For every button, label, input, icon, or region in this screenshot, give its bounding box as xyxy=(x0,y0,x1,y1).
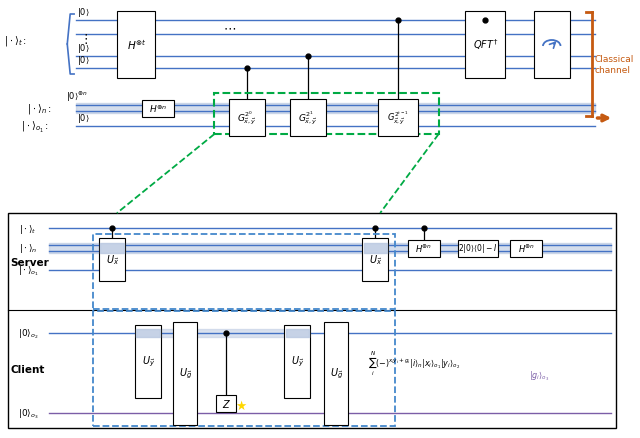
Text: $|\cdot\rangle_n$: $|\cdot\rangle_n$ xyxy=(19,242,38,255)
Text: $|\cdot\rangle_{o_1}$: $|\cdot\rangle_{o_1}$ xyxy=(17,264,39,277)
Text: Classical
channel: Classical channel xyxy=(595,55,634,74)
FancyBboxPatch shape xyxy=(534,11,570,78)
FancyBboxPatch shape xyxy=(228,99,265,136)
Text: $\sum_{i}^{N}(-)^{x_iy_i+g_i}|i\rangle_n|x_i\rangle_{o_1}|y_i\rangle_{o_2}$: $\sum_{i}^{N}(-)^{x_iy_i+g_i}|i\rangle_n… xyxy=(369,349,461,378)
FancyBboxPatch shape xyxy=(378,99,418,136)
Text: $|\cdot\rangle_n:$: $|\cdot\rangle_n:$ xyxy=(28,102,52,116)
Text: $|g_i\rangle_{o_3}$: $|g_i\rangle_{o_3}$ xyxy=(529,368,550,382)
Text: $H^{\otimes t}$: $H^{\otimes t}$ xyxy=(127,38,147,52)
Text: $Z$: $Z$ xyxy=(221,397,230,409)
FancyBboxPatch shape xyxy=(458,240,498,257)
Text: $G_{\vec{x},\vec{y}}^{2^1}$: $G_{\vec{x},\vec{y}}^{2^1}$ xyxy=(298,109,318,127)
FancyBboxPatch shape xyxy=(362,238,388,281)
Text: $\vdots$: $\vdots$ xyxy=(79,32,88,46)
Text: $|0\rangle_{o_3}$: $|0\rangle_{o_3}$ xyxy=(17,406,38,420)
Text: $2|0\rangle\langle 0|-I$: $2|0\rangle\langle 0|-I$ xyxy=(458,242,497,255)
FancyBboxPatch shape xyxy=(510,240,543,257)
Text: $G_{\vec{x},\vec{y}}^{2^{t-1}}$: $G_{\vec{x},\vec{y}}^{2^{t-1}}$ xyxy=(387,109,408,126)
Text: $|0\rangle^{\otimes n}$: $|0\rangle^{\otimes n}$ xyxy=(67,90,88,104)
Text: $|\cdot\rangle_t:$: $|\cdot\rangle_t:$ xyxy=(4,34,27,48)
FancyBboxPatch shape xyxy=(135,325,161,398)
Text: $H^{\otimes n}$: $H^{\otimes n}$ xyxy=(518,243,535,254)
FancyBboxPatch shape xyxy=(99,238,125,281)
Text: $|0\rangle_{o_2}$: $|0\rangle_{o_2}$ xyxy=(17,326,38,340)
Text: $QFT^{\dagger}$: $QFT^{\dagger}$ xyxy=(473,38,498,52)
FancyBboxPatch shape xyxy=(408,240,440,257)
FancyBboxPatch shape xyxy=(324,322,349,424)
Text: $U_{\vec{g}}$: $U_{\vec{g}}$ xyxy=(330,366,343,380)
Text: $|0\rangle$: $|0\rangle$ xyxy=(77,6,90,19)
Text: $\cdots$: $\cdots$ xyxy=(223,21,236,35)
Text: $|0\rangle$: $|0\rangle$ xyxy=(77,42,90,55)
Text: $H^{\otimes n}$: $H^{\otimes n}$ xyxy=(148,103,167,115)
FancyBboxPatch shape xyxy=(284,325,310,398)
Text: $U_{\vec{x}}$: $U_{\vec{x}}$ xyxy=(106,253,118,266)
Text: Server: Server xyxy=(11,257,49,267)
Text: $U_{\vec{y}}$: $U_{\vec{y}}$ xyxy=(141,354,155,368)
FancyBboxPatch shape xyxy=(8,213,616,428)
FancyBboxPatch shape xyxy=(216,395,236,412)
Text: $|0\rangle$: $|0\rangle$ xyxy=(77,54,90,67)
FancyBboxPatch shape xyxy=(142,100,174,117)
FancyBboxPatch shape xyxy=(290,99,326,136)
Text: Client: Client xyxy=(11,364,45,374)
FancyBboxPatch shape xyxy=(173,322,197,424)
FancyBboxPatch shape xyxy=(465,11,506,78)
Text: $U_{\vec{g}}$: $U_{\vec{g}}$ xyxy=(179,366,192,380)
Text: $U_{\vec{x}}$: $U_{\vec{x}}$ xyxy=(369,253,382,266)
Text: ★: ★ xyxy=(235,399,246,412)
Text: $|\cdot\rangle_{o_1}:$: $|\cdot\rangle_{o_1}:$ xyxy=(22,119,49,134)
Text: $|\cdot\rangle_t$: $|\cdot\rangle_t$ xyxy=(19,222,37,235)
Text: $H^{\otimes n}$: $H^{\otimes n}$ xyxy=(415,243,433,254)
Text: $G_{\vec{x},\vec{y}}^{2^0}$: $G_{\vec{x},\vec{y}}^{2^0}$ xyxy=(237,109,257,127)
Text: $U_{\vec{y}}$: $U_{\vec{y}}$ xyxy=(291,354,304,368)
FancyBboxPatch shape xyxy=(118,11,156,78)
Text: $|0\rangle$: $|0\rangle$ xyxy=(77,112,90,125)
